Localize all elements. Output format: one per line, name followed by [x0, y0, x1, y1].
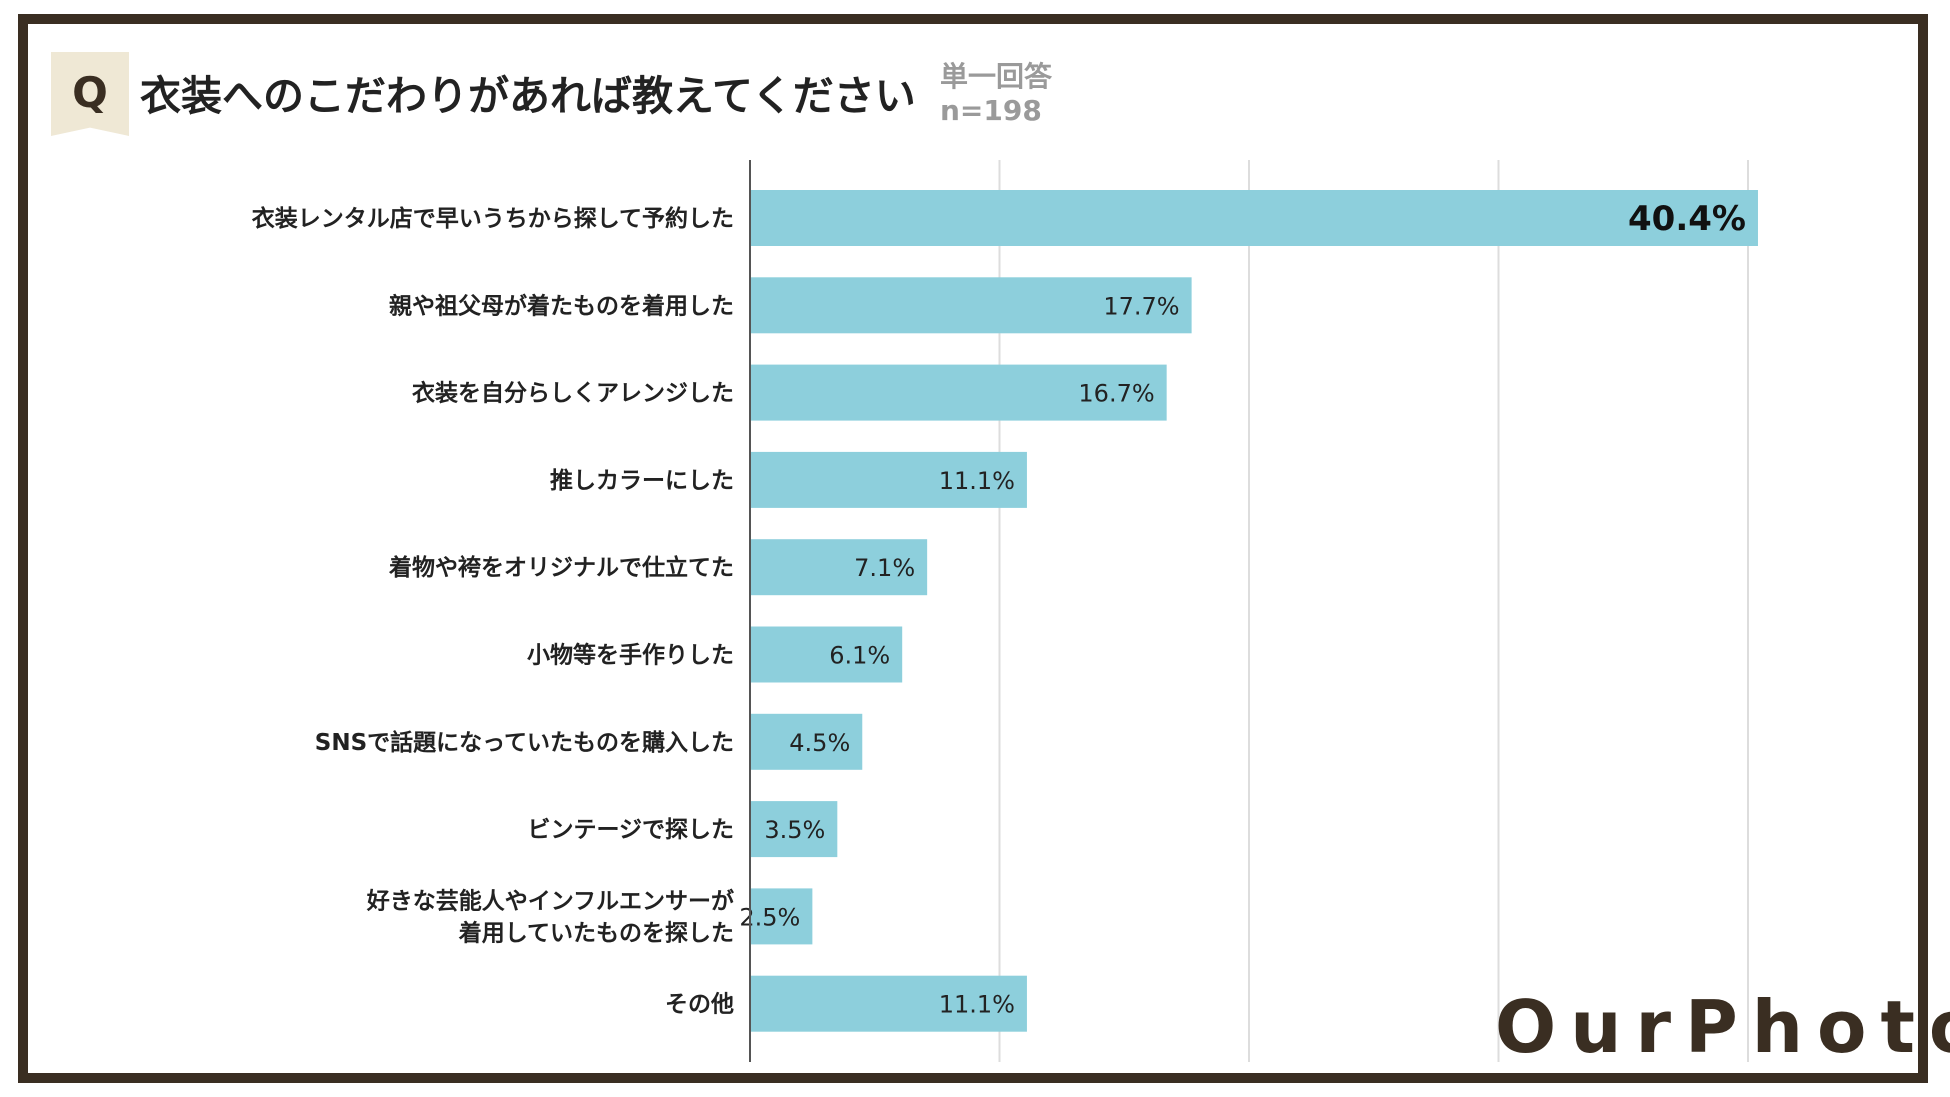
data-label-2: 16.7% — [1078, 380, 1154, 408]
question-letter: Q — [72, 68, 108, 117]
bar-4 — [750, 539, 928, 596]
category-label-1: 親や祖父母が着たものを着用した — [389, 292, 734, 319]
data-label-5: 6.1% — [829, 642, 890, 670]
page-title: 衣装へのこだわりがあれば教えてください — [140, 72, 916, 120]
bar-2 — [750, 364, 1167, 421]
category-label-8-0: 好きな芸能人やインフルエンサーが — [366, 887, 734, 914]
data-label-8: 2.5% — [739, 903, 800, 931]
category-label-3: 推しカラーにした — [550, 468, 734, 494]
brand-logo: OurPhoto — [1495, 985, 1950, 1069]
data-label-1: 17.7% — [1103, 292, 1179, 320]
category-label-5: 小物等を手作りした — [527, 642, 734, 669]
bar-7 — [750, 801, 838, 858]
data-label-3: 11.1% — [939, 467, 1015, 495]
bar-9 — [750, 975, 1027, 1032]
bar-5 — [750, 626, 903, 683]
bar-3 — [750, 451, 1027, 508]
bar-0 — [750, 190, 1758, 246]
category-label-9: その他 — [665, 992, 734, 1018]
data-label-4: 7.1% — [854, 554, 915, 582]
category-label-0: 衣装レンタル店で早いうちから探して予約した — [252, 205, 734, 232]
bar-6 — [750, 713, 863, 770]
survey-meta: 単一回答 n=198 — [940, 60, 1052, 128]
data-label-9: 11.1% — [939, 991, 1015, 1019]
bar-8 — [750, 888, 813, 945]
data-label-7: 3.5% — [764, 816, 825, 844]
category-label-7: ビンテージで探した — [527, 817, 734, 843]
category-label-4: 着物や袴をオリジナルで仕立てた — [389, 554, 734, 581]
category-label-6: SNSで話題になっていたものを購入した — [315, 729, 734, 756]
sample-size: n=198 — [940, 94, 1042, 127]
bar-1 — [750, 277, 1192, 334]
answer-type: 単一回答 — [940, 60, 1053, 93]
category-label-8-1: 着用していたものを探した — [459, 919, 734, 946]
data-label-6: 4.5% — [789, 729, 850, 757]
data-label-0: 40.4% — [1628, 199, 1746, 239]
category-label-2: 衣装を自分らしくアレンジした — [412, 380, 734, 407]
question-badge: Q — [51, 52, 129, 136]
